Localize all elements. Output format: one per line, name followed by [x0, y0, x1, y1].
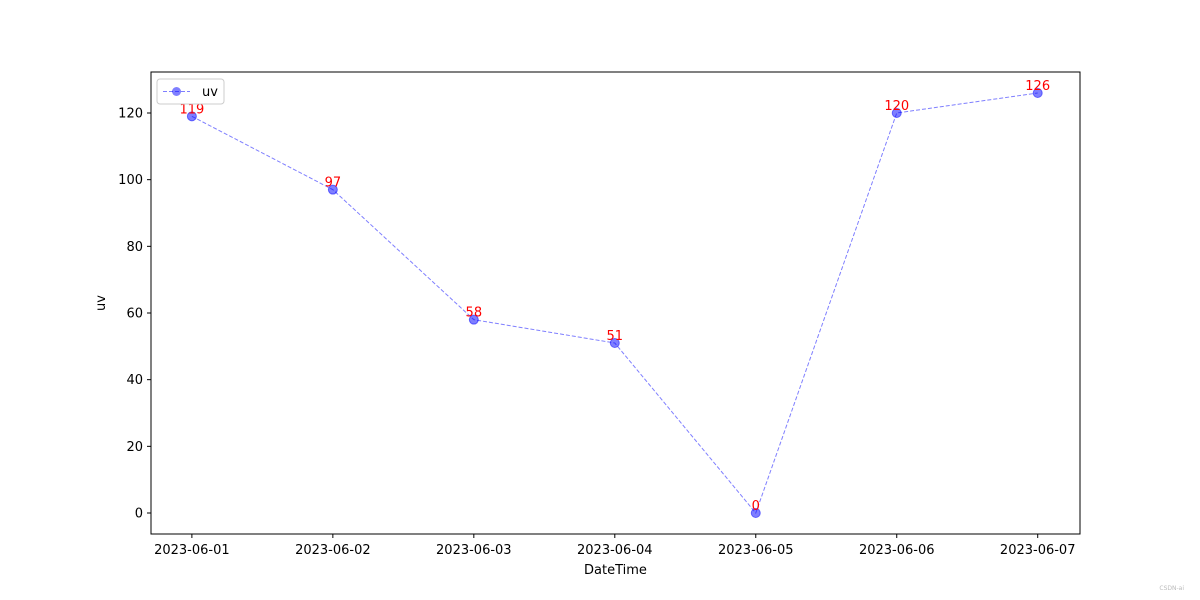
x-tick-label: 2023-06-04 [577, 543, 653, 558]
data-point [750, 508, 761, 518]
data-point [327, 184, 338, 195]
y-tick-label: 0 [135, 507, 143, 522]
y-tick-label: 60 [126, 307, 143, 322]
x-axis-label: DateTime [584, 563, 647, 578]
data-point [468, 314, 479, 325]
legend-box [156, 78, 225, 105]
data-point [609, 338, 620, 348]
x-tick-label: 2023-06-06 [859, 543, 935, 558]
data-label: 120 [884, 99, 909, 114]
plot-frame [150, 71, 1081, 535]
y-tick-label: 100 [118, 173, 143, 188]
watermark: CSDN-ai [1159, 585, 1184, 592]
data-label: 51 [607, 329, 624, 344]
data-point [1032, 88, 1043, 98]
data-point [891, 108, 902, 118]
y-tick-label: 20 [126, 440, 143, 455]
y-tick-label: 80 [126, 240, 143, 255]
x-tick-label: 2023-06-02 [295, 543, 371, 558]
y-tick-label: 40 [126, 373, 143, 388]
data-label: 58 [466, 306, 483, 321]
legend-marker [172, 87, 181, 96]
y-axis-label: uv [94, 295, 109, 311]
data-label: 97 [325, 176, 342, 191]
data-label: 126 [1025, 79, 1050, 94]
x-tick-label: 2023-06-05 [718, 543, 794, 558]
data-label: 0 [752, 499, 760, 514]
y-tick-label: 120 [118, 107, 143, 122]
data-point [186, 111, 197, 122]
x-tick-label: 2023-06-03 [436, 543, 512, 558]
data-label: 119 [179, 102, 204, 117]
x-tick-label: 2023-06-07 [1000, 543, 1076, 558]
series-line-uv [191, 92, 1038, 514]
x-tick-label: 2023-06-01 [154, 543, 230, 558]
legend-label: uv [202, 85, 218, 100]
